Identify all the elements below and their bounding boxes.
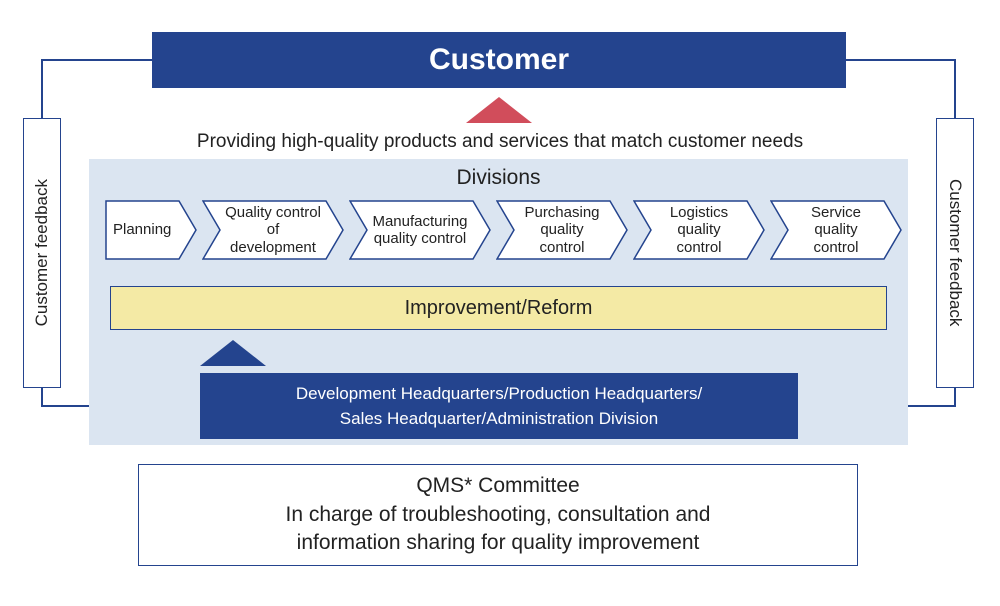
chevron-label: Purchasing quality control: [516, 200, 608, 260]
chevron-label: Planning: [113, 200, 177, 260]
qms-box: QMS* Committee In charge of troubleshoot…: [138, 464, 858, 566]
qms-line2: In charge of troubleshooting, consultati…: [286, 501, 711, 529]
left-feedback-label: Customer feedback: [32, 179, 52, 326]
chevron-item: Purchasing quality control: [496, 200, 628, 260]
chevron-label: Logistics quality control: [653, 200, 745, 260]
right-feedback-label: Customer feedback: [945, 179, 965, 326]
left-feedback-box: Customer feedback: [23, 118, 61, 388]
chevron-item: Planning: [105, 200, 197, 260]
improvement-label: Improvement/Reform: [405, 297, 593, 320]
up-triangle-blue-icon: [200, 340, 266, 366]
divisions-label: Divisions: [89, 166, 908, 190]
up-triangle-red-icon: [466, 97, 532, 123]
customer-box: Customer: [152, 32, 846, 88]
hq-line2: Sales Headquarter/Administration Divisio…: [340, 406, 658, 432]
chevron-row: Planning Quality control of development Ma…: [105, 200, 902, 260]
chevron-label: Quality control of development: [222, 200, 324, 260]
hq-line1: Development Headquarters/Production Head…: [296, 381, 702, 407]
qms-line3: information sharing for quality improvem…: [297, 529, 700, 557]
chevron-label: Service quality control: [790, 200, 882, 260]
improvement-box: Improvement/Reform: [110, 286, 887, 330]
chevron-item: Quality control of development: [202, 200, 344, 260]
chevron-item: Manufacturing quality control: [349, 200, 491, 260]
chevron-item: Logistics quality control: [633, 200, 765, 260]
customer-label: Customer: [429, 43, 569, 77]
right-feedback-box: Customer feedback: [936, 118, 974, 388]
chevron-label: Manufacturing quality control: [369, 200, 471, 260]
chevron-item: Service quality control: [770, 200, 902, 260]
tagline-text: Providing high-quality products and serv…: [170, 131, 830, 153]
qms-line1: QMS* Committee: [416, 472, 579, 500]
hq-box: Development Headquarters/Production Head…: [200, 373, 798, 439]
